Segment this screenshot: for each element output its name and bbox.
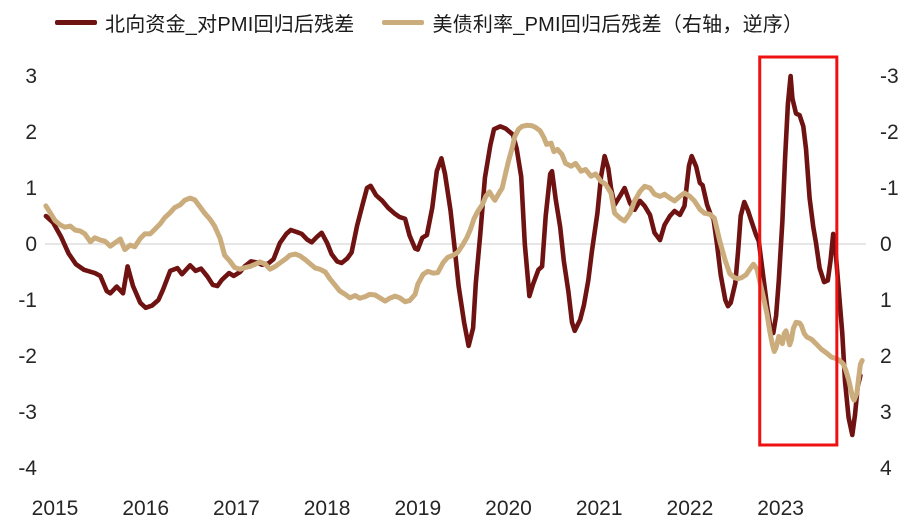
x-axis-tick-label: 2015	[32, 497, 79, 520]
x-axis-tick-label: 2023	[757, 497, 804, 520]
left-axis-tick-label: 3	[25, 65, 37, 88]
right-axis-tick-label: 4	[880, 457, 892, 480]
left-axis-tick-label: -4	[18, 457, 37, 480]
x-axis-tick-label: 2016	[122, 497, 169, 520]
right-axis-tick-label: 1	[880, 289, 892, 312]
left-axis-tick-label: -1	[18, 289, 37, 312]
x-axis-tick-label: 2019	[394, 497, 441, 520]
legend-item-northbound-funds: 北向资金_对PMI回归后残差	[55, 8, 354, 37]
x-axis-tick-label: 2018	[304, 497, 351, 520]
chart-legend: 北向资金_对PMI回归后残差 美债利率_PMI回归后残差（右轴，逆序）	[55, 8, 803, 37]
x-axis-tick-label: 2021	[576, 497, 623, 520]
right-axis-tick-label: -3	[880, 65, 899, 88]
legend-label-northbound-funds: 北向资金_对PMI回归后残差	[105, 14, 355, 36]
series-line-us-treasury-yield	[43, 122, 865, 403]
legend-label-us-treasury-yield: 美债利率_PMI回归后残差（右轴，逆序）	[432, 14, 804, 36]
highlight-box-2023	[758, 55, 839, 447]
left-axis-tick-label: 0	[25, 233, 37, 256]
legend-item-us-treasury-yield: 美债利率_PMI回归后残差（右轴，逆序）	[382, 8, 803, 37]
right-axis-tick-label: -2	[880, 121, 899, 144]
left-axis-tick-label: 1	[25, 177, 37, 200]
us-treasury-yield-line-swatch	[382, 20, 425, 25]
right-axis-tick-label: 2	[880, 345, 892, 368]
right-axis-tick-label: 3	[880, 401, 892, 424]
x-axis-tick-label: 2022	[667, 497, 714, 520]
left-axis-tick-label: -3	[18, 401, 37, 424]
left-axis-tick-label: -2	[18, 345, 37, 368]
left-axis-tick-label: 2	[25, 121, 37, 144]
x-axis-tick-label: 2020	[485, 497, 532, 520]
right-axis-tick-label: 0	[880, 233, 892, 256]
right-axis-tick-label: -1	[880, 177, 899, 200]
northbound-funds-line-swatch	[55, 20, 97, 25]
x-axis-tick-label: 2017	[213, 497, 260, 520]
